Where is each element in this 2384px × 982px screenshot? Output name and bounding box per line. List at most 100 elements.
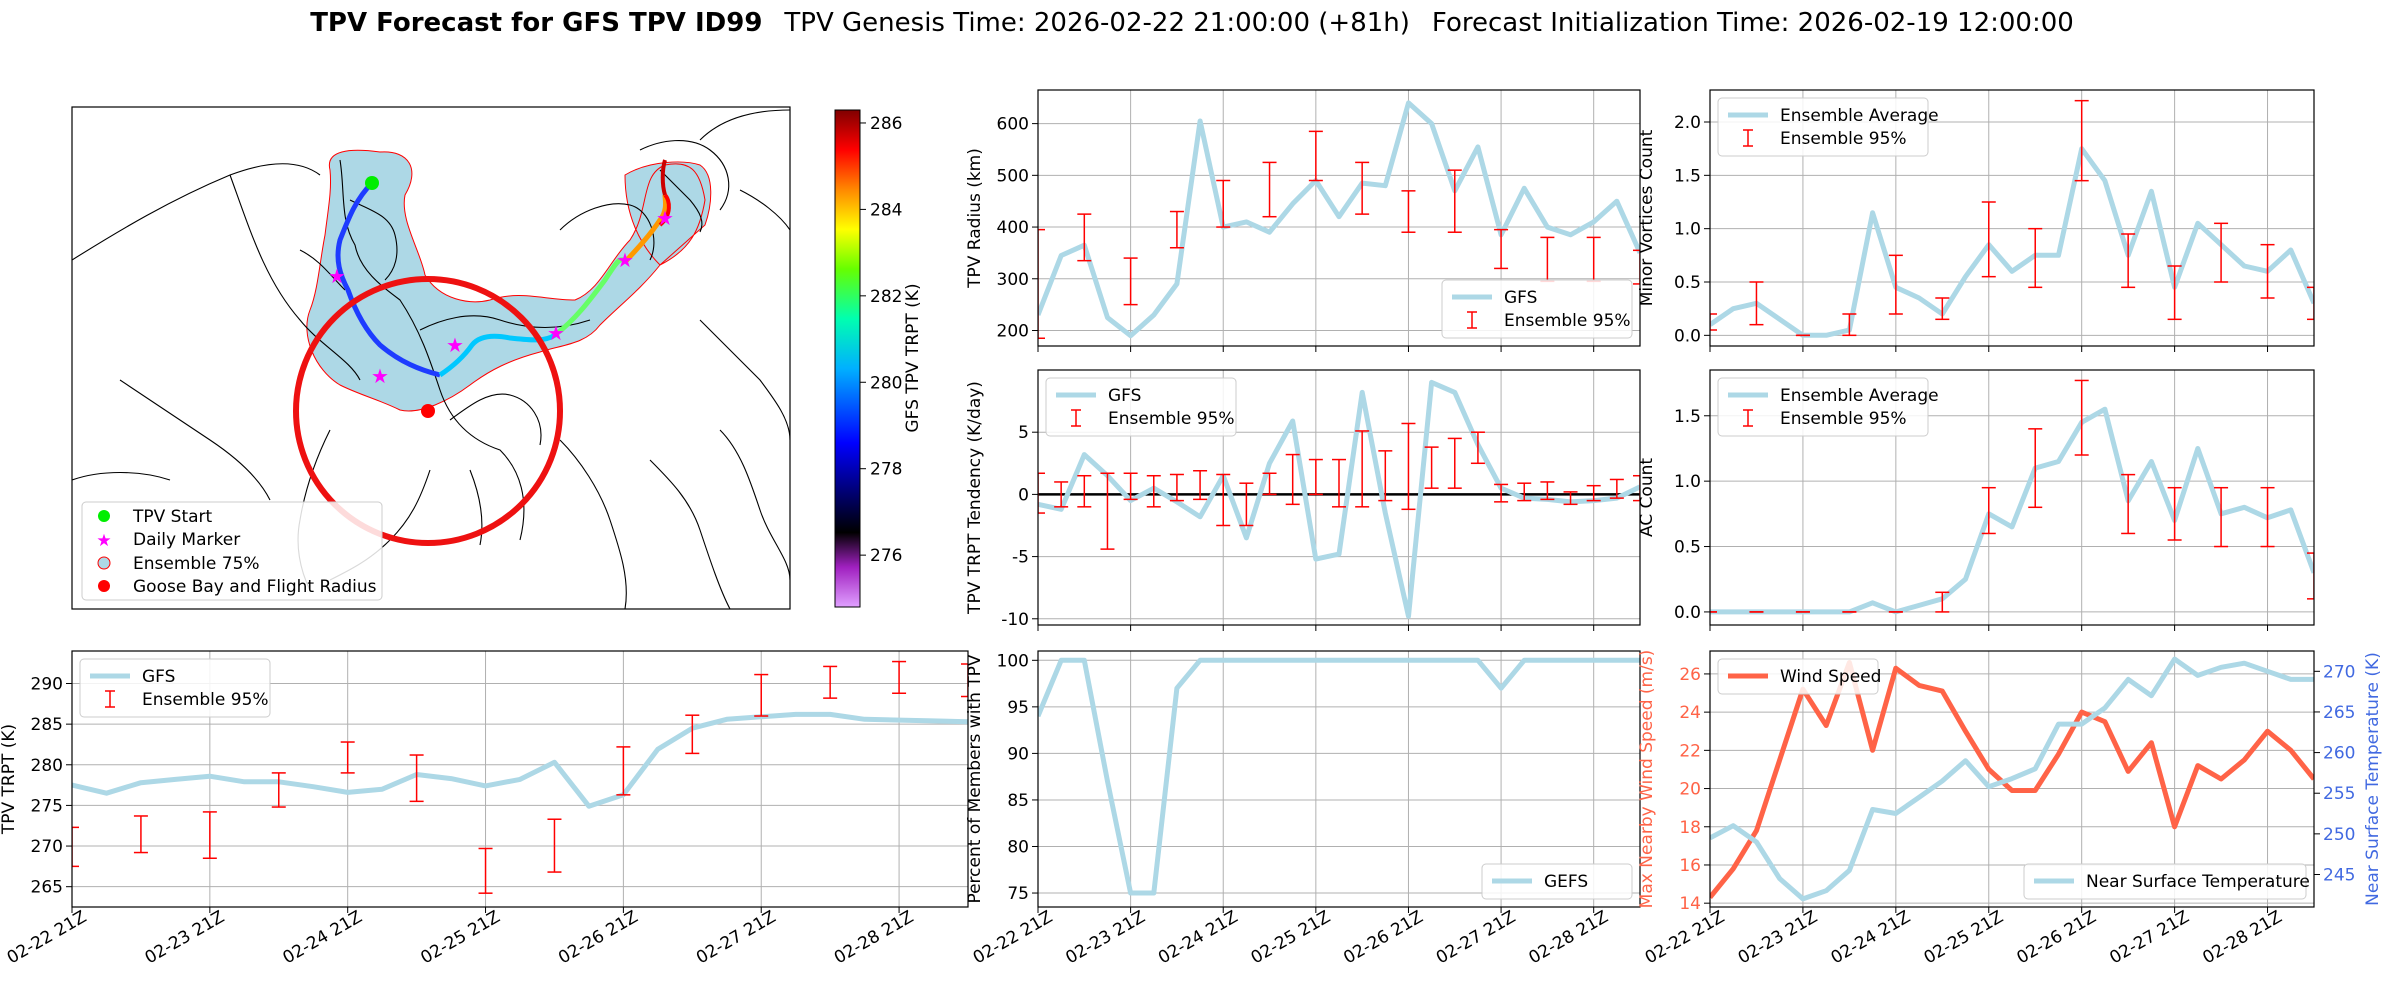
chart-legend: GEFS [1481,863,1633,900]
chart-legend: Near Surface Temperature [2023,863,2310,900]
errorbar [409,754,424,803]
y-tick-label: 2.0 [1674,113,1701,133]
y-tick-label: 600 [997,115,1029,135]
errorbar [2028,227,2043,289]
x-tick-label: 02-23 21Z [142,907,228,968]
y-axis-label: TPV Radius (km) [965,148,985,289]
chart-legend: Ensemble Average Ensemble 95% [1717,377,1939,437]
daily-marker: ★ [656,206,674,230]
legend-frame [2023,863,2307,900]
y-tick-label: 1.5 [1674,407,1701,427]
legend-daily-icon: ★ [96,531,111,551]
x-tick-label: 02-22 21Z [4,907,90,968]
y-tick-label: 300 [997,270,1029,290]
y-tick-label: 90 [1007,744,1029,764]
errorbar [1123,472,1138,501]
y-tick-label: -10 [1001,610,1029,630]
y2-tick-label: 265 [2323,703,2355,723]
plot-content [1710,656,2314,902]
errorbar [1262,472,1277,496]
errorbar [1332,458,1346,508]
colorbar-ticks: 276 278 280 282 284 286 [860,114,902,566]
axes-frame [1037,650,1641,908]
x-tick-label: 02-27 21Z [1433,907,1519,968]
x-tick-label: 02-28 21Z [2199,907,2285,968]
plot-content [72,660,968,894]
y-axis-label: TPV TRPT Tendency (K/day) [965,381,985,615]
y-axis-label: Percent of Members with TPV [965,654,985,903]
figure-title: TPV Forecast for GFS TPV ID99 TPV Genesis… [310,8,2074,38]
legend-frame [1717,97,1929,157]
chart-wind_temp: 02-22 21Z 02-23 21Z 02-24 21Z 02-25 21Z 02-2… [1637,650,2383,969]
y-tick-label: 1.5 [1674,166,1701,186]
errorbar [2214,486,2229,548]
y-tick-label: 0.5 [1674,273,1701,293]
errorbar [1239,482,1254,527]
x-tick-label: 02-26 21Z [1340,907,1426,968]
legend-label: Ensemble Average [1780,106,1939,126]
legend-frame [1481,863,1633,900]
title-init: Forecast Initialization Time: 2026-02-19… [1432,8,2074,38]
legend-frame [1717,658,1879,695]
y-tick-label: 24 [1679,703,1701,723]
daily-marker: ★ [371,364,389,388]
title-genesis: TPV Genesis Time: 2026-02-22 21:00:00 (+… [783,8,1410,38]
chart-legend: Wind Speed [1717,658,1881,695]
colorbar-tick-label: 286 [870,114,902,134]
y-tick-label: 270 [31,837,63,857]
errorbar [1146,474,1161,508]
errorbar [478,847,493,894]
errorbar [1077,213,1092,262]
colorbar-tick-label: 280 [870,373,902,393]
x-tick-label: 02-22 21Z [1642,907,1728,968]
legend-label: GFS [1504,288,1537,308]
ensemble-envelope [306,149,712,412]
y-tick-label: 285 [31,715,63,735]
y-tick-label: 265 [31,878,63,898]
legend-label: Ensemble Average [1780,386,1939,406]
colorbar [834,109,861,608]
errorbar [1216,473,1231,527]
errorbar [1038,472,1045,514]
chart-members: 02-22 21Z 02-23 21Z 02-24 21Z 02-25 21Z 02-2… [965,650,1641,968]
y-tick-label: 1.0 [1674,472,1701,492]
y-tick-label: 5 [1018,423,1029,443]
errorbar [1494,483,1509,503]
y-tick-label: 0.0 [1674,603,1701,623]
legend-frame [1717,377,1929,437]
y-axis-label: TPV TRPT (K) [0,724,19,835]
x-tick-label: 02-28 21Z [831,907,917,968]
errorbar [1633,474,1640,502]
y-tick-label: 290 [31,675,63,695]
errorbar [1401,422,1416,511]
y-tick-label: 80 [1007,837,1029,857]
x-tick-label: 02-27 21Z [2106,907,2192,968]
chart-legend: GFS Ensemble 95% [79,658,271,718]
errorbar [1935,591,1950,613]
errorbar [961,663,968,698]
map-panel: ★ ★ ★ ★ ★ ★ TPV Start ★ Daily Marker Ens… [71,106,923,610]
errorbar [1401,190,1416,233]
y-tick-label: 500 [997,166,1029,186]
errorbar [133,815,148,854]
goose-bay-marker [421,404,435,418]
y-tick-label: 14 [1679,894,1701,914]
errorbar [2074,379,2089,456]
colorbar-tick-label: 284 [870,200,902,220]
errorbar [202,811,217,859]
y-tick-label: 400 [997,218,1029,238]
errorbar [1935,297,1950,321]
y-axis-label: Max Nearby Wind Speed (m/s) [1637,650,1657,909]
errorbar [1710,313,1717,331]
y-tick-label: 100 [997,651,1029,671]
y-tick-label: 280 [31,756,63,776]
tpv-track-hot [623,194,669,264]
chart-legend: GFS Ensemble 95% [1441,279,1633,339]
errorbar [1540,481,1555,501]
errorbar [2167,265,2182,321]
errorbar [1888,254,1903,315]
x-tick-label: 02-26 21Z [555,907,641,968]
tpv-start-marker [365,176,379,190]
errorbar [1633,249,1640,285]
errorbar [2028,428,2043,509]
